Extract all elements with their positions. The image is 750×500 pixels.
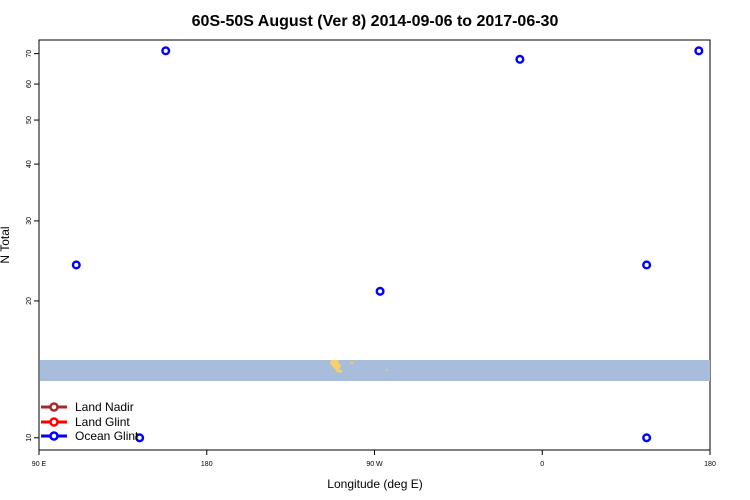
y-tick-label: 40	[26, 160, 33, 168]
map-landmass	[330, 360, 388, 373]
legend-item-ocean-glint: Ocean Glint	[41, 429, 139, 443]
data-point	[642, 433, 652, 443]
data-point	[375, 286, 385, 296]
land-island	[386, 369, 388, 371]
chart-title: 60S-50S August (Ver 8) 2014-09-06 to 201…	[192, 13, 559, 30]
y-tick-label: 50	[26, 116, 33, 124]
data-point	[642, 260, 652, 270]
legend-label: Land Nadir	[75, 400, 134, 414]
y-tick-label: 10	[26, 434, 33, 442]
y-tick-label: 30	[26, 217, 33, 225]
x-tick-label: 90 W	[366, 461, 383, 468]
map-band	[40, 360, 710, 381]
legend: Land Nadir Land Glint Ocean Glint	[41, 400, 139, 443]
legend-item-land-nadir: Land Nadir	[41, 400, 134, 414]
data-point	[71, 260, 81, 270]
data-point	[135, 433, 145, 443]
land-island	[350, 362, 353, 364]
legend-label: Land Glint	[75, 415, 130, 429]
y-axis-label: N Total	[0, 226, 12, 263]
x-axis: 90 E 180 90 W 0 180	[32, 450, 716, 468]
y-tick-label: 20	[26, 297, 33, 305]
y-axis: 10 20 30 40 50 60 70	[26, 50, 39, 442]
x-axis-label: Longitude (deg E)	[327, 477, 422, 491]
data-point	[694, 46, 704, 56]
land-shape	[330, 360, 343, 373]
data-point	[515, 54, 525, 64]
x-tick-label: 0	[540, 461, 544, 468]
x-tick-label: 180	[201, 461, 213, 468]
y-tick-label: 60	[26, 80, 33, 88]
y-tick-label: 70	[26, 50, 33, 58]
x-tick-label: 180	[704, 461, 716, 468]
legend-item-land-glint: Land Glint	[41, 415, 130, 429]
data-point	[161, 46, 171, 56]
x-tick-label: 90 E	[32, 461, 47, 468]
legend-label: Ocean Glint	[75, 429, 139, 443]
scatter-points	[71, 46, 704, 443]
plot-frame	[38, 39, 711, 451]
